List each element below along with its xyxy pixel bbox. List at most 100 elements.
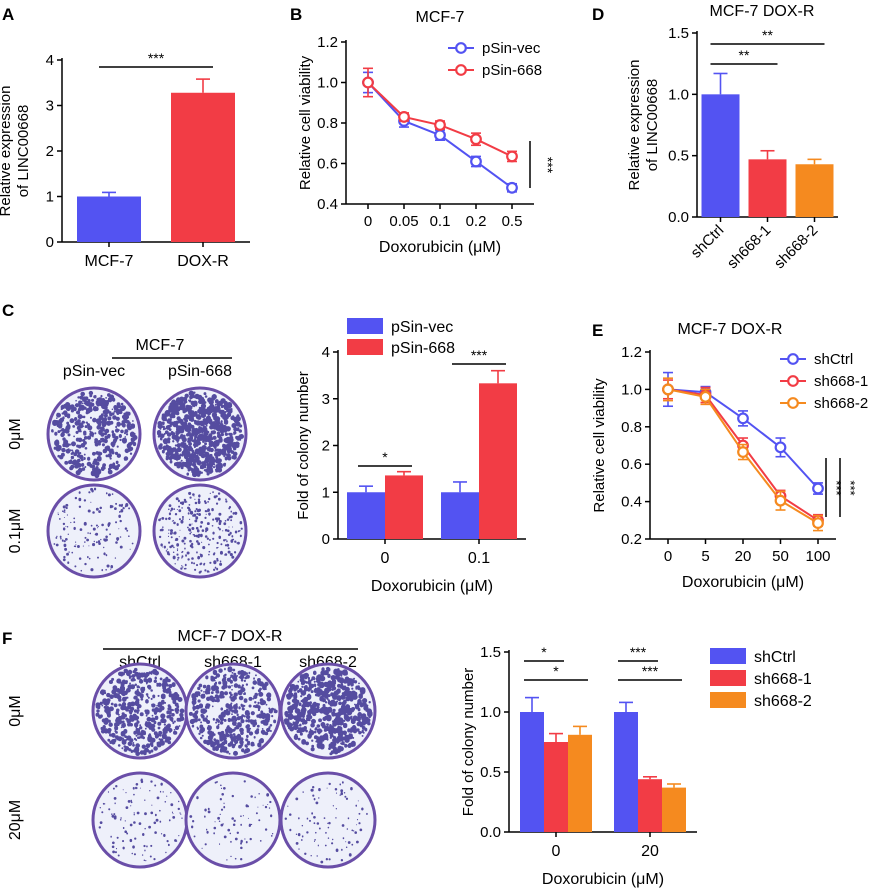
y-tick-label: 0.5 bbox=[480, 764, 501, 781]
colony-plate bbox=[152, 386, 248, 482]
x-tick-label: 0.1 bbox=[430, 213, 451, 230]
x-axis-label: Doxorubicin (μM) bbox=[542, 871, 664, 888]
legend-marker bbox=[787, 353, 799, 365]
plate-row-label: 0μM bbox=[7, 418, 24, 449]
plate-column-label: pSin-668 bbox=[168, 363, 232, 380]
plate-colonies bbox=[51, 390, 138, 479]
data-point-sh668-2 bbox=[812, 517, 824, 530]
colony-plate bbox=[91, 662, 189, 760]
y-tick-label: 0.4 bbox=[317, 196, 338, 213]
legend-label: shCtrl bbox=[814, 351, 853, 368]
bar-shctrl-20 bbox=[614, 712, 638, 832]
y-tick-label: 0 bbox=[322, 531, 330, 548]
legend-marker bbox=[787, 397, 799, 409]
bar-sh668-1 bbox=[748, 159, 787, 217]
significance-label: *** bbox=[630, 644, 647, 660]
bar-psin-668-0.1 bbox=[479, 383, 517, 539]
panel-letter-c: C bbox=[2, 301, 14, 320]
bar-psin-vec-0.1 bbox=[441, 492, 479, 539]
significance-label: *** bbox=[642, 663, 659, 679]
plates-title: MCF-7 DOX-R bbox=[178, 628, 283, 645]
data-point-psin-vec bbox=[434, 129, 446, 142]
panel-d-bar-chart: 0.0 0.5 1.0 1.5 Relative expression of LINC00… bbox=[626, 3, 838, 272]
y-tick-label: 1.0 bbox=[668, 86, 689, 103]
legend-swatch bbox=[710, 692, 746, 708]
y-tick-label: 1.2 bbox=[317, 34, 338, 51]
plate-colonies bbox=[53, 487, 134, 572]
y-tick-label: 1.5 bbox=[480, 644, 501, 661]
legend-label: pSin-vec bbox=[391, 319, 453, 336]
y-tick-label: 0.8 bbox=[621, 419, 642, 436]
legend-swatch bbox=[347, 339, 383, 355]
colony-plate bbox=[184, 662, 282, 760]
data-point-psin-vec bbox=[470, 155, 482, 168]
legend-label: sh668-1 bbox=[814, 373, 868, 390]
colony-plate bbox=[91, 771, 189, 869]
y-tick-label: 1 bbox=[46, 189, 54, 206]
x-tick-label: 20 bbox=[641, 843, 659, 860]
y-tick-label: 4 bbox=[46, 52, 54, 69]
legend-label: pSin-668 bbox=[391, 340, 455, 357]
legend-label: pSin-vec bbox=[482, 40, 541, 57]
bar-shctrl bbox=[701, 94, 740, 217]
y-tick-label: 2 bbox=[322, 438, 330, 455]
legend-marker bbox=[455, 64, 467, 76]
legend-label: sh668-1 bbox=[754, 671, 812, 688]
panel-c-colony-plates: MCF-7 pSin-vec pSin-668 0μM 0.1μM bbox=[7, 337, 248, 579]
x-tick-label: 0.2 bbox=[466, 213, 487, 230]
data-point-shctrl bbox=[812, 482, 824, 495]
data-point-psin-668 bbox=[506, 150, 518, 163]
plates-title: MCF-7 bbox=[136, 337, 185, 354]
y-tick-label: 1.0 bbox=[317, 75, 338, 92]
data-point-psin-668 bbox=[362, 76, 374, 89]
legend-swatch bbox=[347, 318, 383, 334]
y-axis-label: Relative expression bbox=[626, 60, 643, 191]
colony-plate bbox=[184, 771, 282, 869]
legend-swatch bbox=[710, 648, 746, 664]
bar-sh668-1-20 bbox=[638, 779, 662, 832]
x-tick-label: 0 bbox=[552, 843, 561, 860]
x-tick-label: sh668-2 bbox=[771, 222, 821, 272]
y-tick-label: 1.0 bbox=[621, 381, 642, 398]
y-tick-label: 3 bbox=[46, 98, 54, 115]
panel-letter-b: B bbox=[290, 5, 302, 24]
y-axis-label: Fold of colony number bbox=[460, 668, 477, 816]
legend-label: sh668-2 bbox=[754, 693, 812, 710]
y-tick-label: 2 bbox=[46, 143, 54, 160]
legend-label: sh668-2 bbox=[814, 395, 868, 412]
y-tick-label: 0.4 bbox=[621, 494, 642, 511]
plate-colonies bbox=[156, 390, 244, 478]
y-tick-label: 0.5 bbox=[668, 148, 689, 165]
plate-row-label: 0.1μM bbox=[7, 509, 24, 554]
data-point-sh668-2 bbox=[662, 383, 674, 396]
colony-plate bbox=[46, 386, 142, 482]
significance-label: * bbox=[382, 449, 388, 465]
chart-title: MCF-7 bbox=[416, 9, 465, 26]
data-point-psin-668 bbox=[434, 119, 446, 131]
y-axis-label: Fold of colony number bbox=[295, 371, 312, 519]
x-tick-label: 0 bbox=[381, 550, 390, 567]
colony-plate bbox=[46, 483, 142, 579]
panel-letter-f: F bbox=[2, 629, 12, 648]
significance-label: *** bbox=[148, 50, 165, 66]
x-axis-label: Doxorubicin (μM) bbox=[371, 578, 493, 595]
panel-c-grouped-bar-chart: 0 1 2 3 4 Fold of colony number 0 0.1 Doxorubici… bbox=[295, 318, 526, 595]
x-tick-label: 0.05 bbox=[389, 213, 418, 230]
y-tick-label: 0.6 bbox=[317, 156, 338, 173]
x-tick-label: 0 bbox=[664, 548, 672, 565]
plate-dish bbox=[91, 771, 189, 869]
y-tick-label: 0.2 bbox=[621, 531, 642, 548]
chart-title: MCF-7 DOX-R bbox=[710, 3, 815, 20]
legend-marker bbox=[455, 42, 467, 54]
plate-dish bbox=[46, 483, 142, 579]
bar-mcf-7 bbox=[77, 196, 141, 242]
significance-label: *** bbox=[843, 480, 858, 495]
plate-colonies bbox=[188, 666, 278, 756]
bar-psin-vec-0 bbox=[347, 492, 385, 539]
y-tick-label: 0.8 bbox=[317, 115, 338, 132]
y-tick-label: 0 bbox=[46, 234, 54, 251]
